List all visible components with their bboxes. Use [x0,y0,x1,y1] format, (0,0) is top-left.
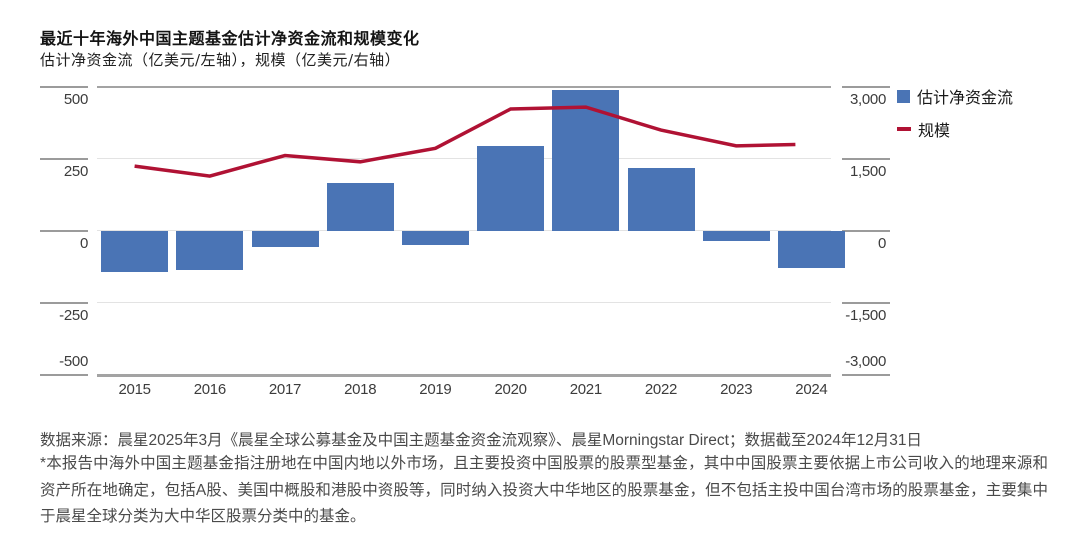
methodology-note: *本报告中海外中国主题基金指注册地在中国内地以外市场，且主要投资中国股票的股票型… [40,455,1048,525]
scale-line-path [134,105,796,178]
x-label-2015: 2015 [118,381,151,398]
bar-2020 [477,145,545,231]
bar-2017 [251,230,319,247]
left-axis-tick-500 [40,86,88,88]
gridline--500 [97,373,831,377]
bar-2024 [777,230,845,269]
bar-2023 [702,230,770,241]
left-axis-label--500: -500 [59,352,88,370]
left-axis-label-500: 500 [63,91,88,108]
left-axis-label-250: 250 [63,162,88,180]
scale-line-swatch-icon [897,127,911,131]
left-axis-label--250: -250 [59,306,88,324]
right-axis-label--250: -1,500 [845,306,886,324]
left-axis-label-0: 0 [79,234,88,252]
right-axis-label-0: 0 [877,234,886,252]
legend-item-net-flow: 估计净资金流 [897,84,1013,108]
chart-legend: 估计净资金流 规模 [897,84,1013,150]
flow-and-scale-chart: 500 3,000 250 1,500 0 0 -250 -1,500 -500 -3,000 20… [40,86,890,398]
left-axis-tick-0 [40,229,88,232]
net-flow-swatch-icon [897,89,910,103]
bar-2016 [176,230,244,270]
gridline--250 [97,302,831,304]
x-label-2021: 2021 [569,381,602,398]
right-axis-label-500: 3,000 [849,91,886,108]
x-label-2018: 2018 [344,381,377,398]
x-label-2024: 2024 [795,381,828,398]
right-axis-tick-0 [842,229,890,232]
x-label-2020: 2020 [494,381,527,398]
x-label-2017: 2017 [268,381,302,398]
right-axis-tick-500 [842,86,890,88]
x-label-2019: 2019 [419,381,452,398]
bar-2022 [627,167,695,231]
gridline-500 [97,86,831,88]
x-label-2023: 2023 [720,381,753,398]
x-label-2016: 2016 [193,381,226,398]
chart-title: 最近十年海外中国主题基金估计净资金流和规模变化 [40,29,420,48]
bar-2015 [101,230,169,273]
legend-label-net-flow: 估计净资金流 [917,90,1014,107]
legend-label-scale: 规模 [918,123,951,140]
x-label-2022: 2022 [644,381,678,398]
data-source-note: 数据来源：晨星2025年3月《晨星全球公募基金及中国主题基金资金流观察》、晨星M… [40,432,922,449]
legend-item-scale: 规模 [897,117,1013,141]
right-axis-label-250: 1,500 [849,162,886,180]
scale-line-series [134,105,796,178]
gridline-250 [97,158,831,160]
chart-subtitle: 估计净资金流（亿美元/左轴），规模（亿美元/右轴） [40,51,401,69]
right-axis-tick--250 [842,301,890,304]
left-axis-tick--250 [40,301,88,304]
right-axis-label--500: -3,000 [845,352,886,370]
right-axis-tick-250 [842,157,890,160]
left-axis-tick--500 [40,373,88,376]
bar-2018 [326,183,394,231]
bar-2019 [401,230,469,246]
right-axis-tick--500 [842,373,890,376]
left-axis-tick-250 [40,157,88,160]
